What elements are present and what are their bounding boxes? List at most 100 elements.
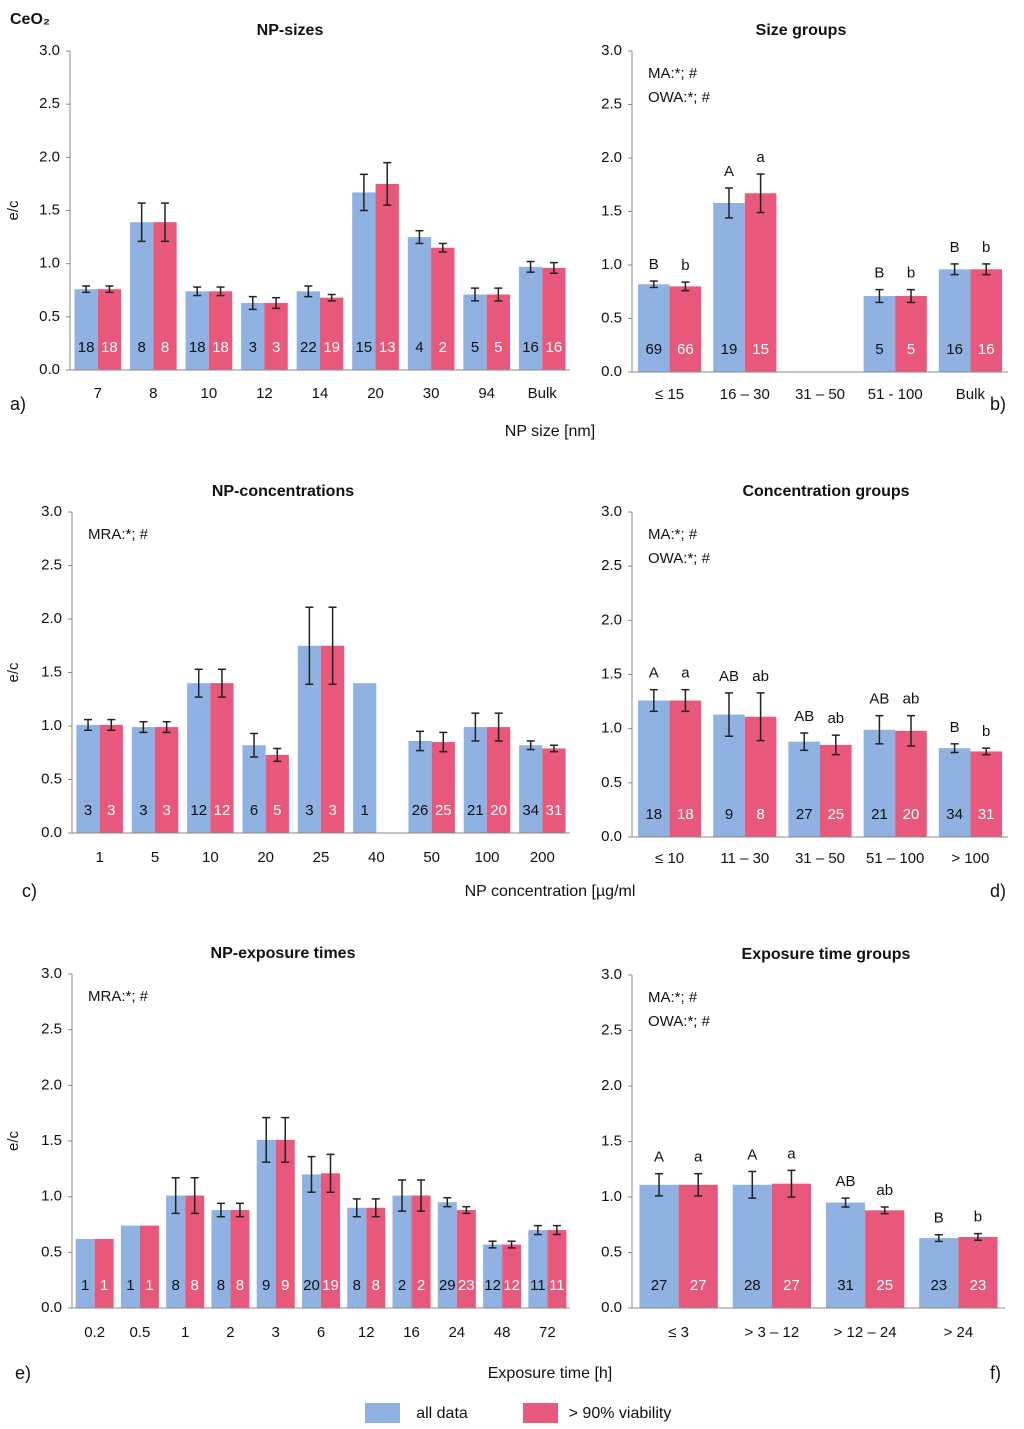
sample-count: 18 xyxy=(189,339,206,356)
bar xyxy=(375,183,399,370)
bar xyxy=(153,222,177,370)
y-tick-label: 0.0 xyxy=(601,1299,622,1316)
bar xyxy=(970,269,1002,372)
sample-count: 11 xyxy=(549,1277,565,1294)
group-letter: a xyxy=(787,1145,796,1162)
legend-swatch xyxy=(523,1403,558,1423)
x-tick-label: 7 xyxy=(94,385,102,402)
group-letter: ab xyxy=(903,691,920,708)
sample-count: 3 xyxy=(328,802,336,819)
figure-label: CeO₂ xyxy=(10,11,50,28)
bar xyxy=(863,296,896,372)
y-tick-label: 2.0 xyxy=(601,149,622,166)
x-tick-label: 10 xyxy=(202,849,219,866)
sample-count: 3 xyxy=(305,802,313,819)
x-tick-label: 16 – 30 xyxy=(720,386,770,403)
sample-count: 3 xyxy=(107,802,115,819)
y-tick-label: 2.0 xyxy=(601,1077,622,1094)
sample-count: 8 xyxy=(236,1277,244,1294)
x-tick-label: 94 xyxy=(478,385,495,402)
bar xyxy=(392,1195,412,1308)
bar xyxy=(99,724,123,833)
sample-count: 34 xyxy=(946,806,963,823)
bar xyxy=(241,303,265,370)
bar xyxy=(275,1139,295,1308)
y-tick-label: 1.0 xyxy=(601,1188,622,1205)
sample-count: 4 xyxy=(415,339,423,356)
x-tick-label: 3 xyxy=(272,1324,280,1341)
bar xyxy=(320,297,344,370)
x-tick-label: Bulk xyxy=(956,386,986,403)
sample-count: 28 xyxy=(744,1277,761,1294)
bar xyxy=(456,1210,476,1308)
bar xyxy=(321,1173,341,1308)
y-tick-label: 1.5 xyxy=(41,1132,62,1149)
x-tick-label: ≤ 10 xyxy=(655,850,684,867)
bar xyxy=(669,700,702,837)
annotation: OWA:*; # xyxy=(648,550,711,567)
annotation: OWA:*; # xyxy=(648,89,711,106)
sample-count: 25 xyxy=(876,1277,893,1294)
sample-count: 6 xyxy=(250,802,258,819)
sample-count: 1 xyxy=(81,1277,89,1294)
chart-title: Concentration groups xyxy=(742,483,909,500)
bar xyxy=(256,1139,276,1308)
group-letter: B xyxy=(950,719,960,736)
sample-count: 25 xyxy=(435,802,452,819)
x-tick-label: 16 xyxy=(403,1324,420,1341)
y-tick-label: 0.0 xyxy=(41,824,62,841)
group-letter: B xyxy=(649,256,659,273)
sample-count: 5 xyxy=(907,341,915,358)
x-tick-label: ≤ 3 xyxy=(668,1324,689,1341)
x-tick-label: 0.2 xyxy=(84,1324,105,1341)
sample-count: 8 xyxy=(137,339,145,356)
group-letter: ab xyxy=(827,710,844,727)
sample-count: 12 xyxy=(503,1277,520,1294)
y-tick-label: 0.5 xyxy=(41,770,62,787)
panel-label: a) xyxy=(10,394,26,414)
y-tick-label: 2.0 xyxy=(41,610,62,627)
sample-count: 18 xyxy=(101,339,118,356)
sample-count: 26 xyxy=(412,802,429,819)
x-tick-label: 11 – 30 xyxy=(720,850,769,867)
x-tick-label: 20 xyxy=(367,385,384,402)
bar xyxy=(463,294,487,370)
chart-title: Size groups xyxy=(756,22,847,39)
sample-count: 3 xyxy=(162,802,170,819)
chart-title: Exposure time groups xyxy=(742,946,911,963)
bar xyxy=(938,269,971,372)
group-letter: b xyxy=(974,1209,982,1226)
bar xyxy=(187,683,211,833)
bar xyxy=(76,724,100,833)
bar xyxy=(264,303,288,370)
bar xyxy=(669,286,702,372)
sample-count: 20 xyxy=(903,806,920,823)
y-tick-label: 2.0 xyxy=(601,611,622,628)
group-letter: a xyxy=(694,1149,703,1166)
x-tick-label: 8 xyxy=(149,385,157,402)
bar xyxy=(75,1238,95,1308)
sample-count: 5 xyxy=(471,339,479,356)
x-axis-label: NP size [nm] xyxy=(505,423,595,440)
x-tick-label: > 12 – 24 xyxy=(834,1324,897,1341)
bar xyxy=(74,289,98,370)
sample-count: 5 xyxy=(494,339,502,356)
y-tick-label: 0.0 xyxy=(601,363,622,380)
sample-count: 9 xyxy=(725,806,733,823)
bar xyxy=(542,748,566,833)
bar xyxy=(120,1225,140,1308)
y-tick-label: 1.5 xyxy=(601,665,622,682)
bar xyxy=(352,192,376,370)
x-tick-label: 24 xyxy=(448,1324,465,1341)
sample-count: 20 xyxy=(490,802,507,819)
bar xyxy=(301,1174,321,1308)
sample-count: 8 xyxy=(191,1277,199,1294)
x-tick-label: ≤ 15 xyxy=(655,386,684,403)
x-tick-label: 40 xyxy=(368,849,385,866)
sample-count: 8 xyxy=(372,1277,380,1294)
group-letter: b xyxy=(982,239,990,256)
sample-count: 5 xyxy=(273,802,281,819)
annotation: OWA:*; # xyxy=(648,1013,711,1030)
x-tick-label: 1 xyxy=(95,849,103,866)
bar xyxy=(678,1184,718,1308)
